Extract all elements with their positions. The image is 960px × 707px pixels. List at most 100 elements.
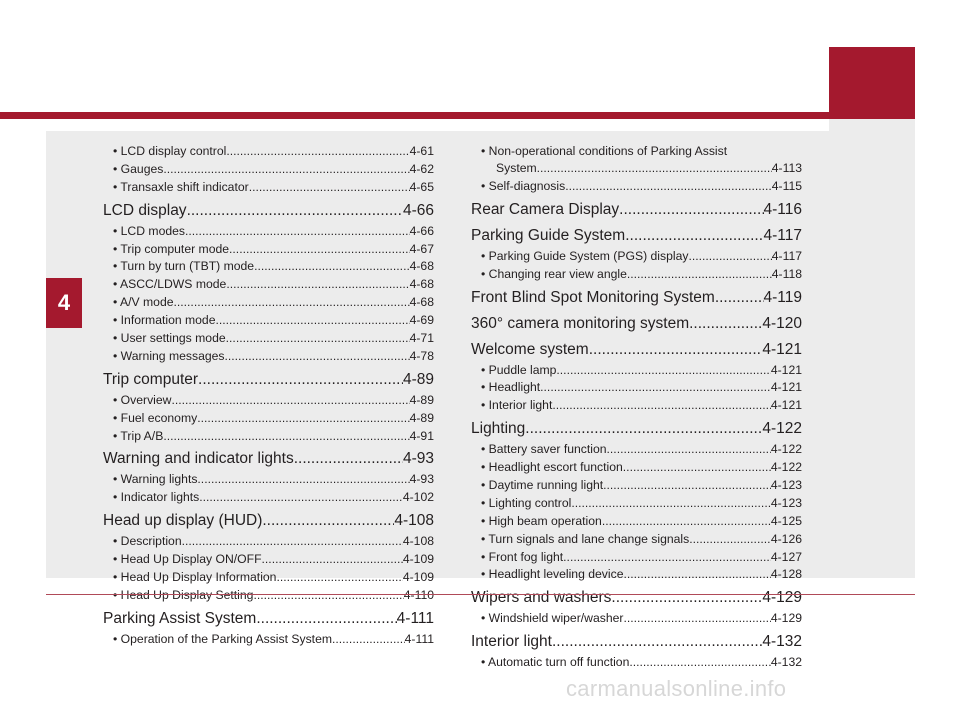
dot-leader [607,441,771,459]
toc-page-number: 4-69 [409,313,434,328]
dot-leader [174,294,410,312]
toc-entry-label: Parking Assist System [103,609,257,627]
toc-entry-label: • Self-diagnosis [481,178,566,193]
dot-leader [540,379,771,397]
toc-entry[interactable]: • Head Up Display ON/OFF 4-109 [103,551,434,569]
toc-entry[interactable]: • Self-diagnosis 4-115 [471,178,802,196]
toc-entry-label: 360° camera monitoring system [471,314,690,332]
dot-leader [276,569,402,587]
toc-entry[interactable]: • Transaxle shift indicator 4-65 [103,179,434,197]
dot-leader [688,248,771,266]
toc-entry[interactable]: • User settings mode 4-71 [103,330,434,348]
toc-entry[interactable]: • Warning messages 4-78 [103,348,434,366]
toc-page-number: 4-71 [409,331,434,346]
toc-page-number: 4-115 [771,178,802,193]
toc-entry[interactable]: • Daytime running light 4-123 [471,477,802,495]
toc-page-number: 4-78 [409,348,434,363]
dot-leader [623,610,770,628]
toc-entry[interactable]: • Non-operational conditions of Parking … [481,144,728,158]
dot-leader [253,587,403,605]
toc-section-entry[interactable]: Interior light 4-132 [471,629,802,654]
toc-entry[interactable]: • Battery saver function 4-122 [471,441,802,459]
toc-page-number: 4-127 [770,549,802,564]
toc-entry-label: Rear Camera Display [471,200,620,218]
toc-section-entry[interactable]: Parking Guide System 4-117 [471,223,802,248]
toc-entry[interactable]: • Automatic turn off function 4-132 [471,654,802,672]
toc-entry[interactable]: • ASCC/LDWS mode 4-68 [103,276,434,294]
toc-page-number: 4-126 [770,531,802,546]
toc-entry[interactable]: • Puddle lamp 4-121 [471,362,802,380]
toc-entry[interactable]: • Information mode 4-69 [103,312,434,330]
dot-leader [294,446,403,471]
toc-entry[interactable]: • Warning lights 4-93 [103,471,434,489]
toc-entry[interactable]: • Trip A/B 4-91 [103,428,434,446]
toc-page-number: 4-119 [763,288,803,306]
toc-section-entry[interactable]: Wipers and washers 4-129 [471,585,802,610]
toc-entry-label: Parking Guide System [471,226,626,244]
toc-entry[interactable]: • Head Up Display Setting 4-110 [103,587,434,605]
toc-section-entry[interactable]: Trip computer 4-89 [103,367,434,392]
toc-entry[interactable]: • LCD display control 4-61 [103,143,434,161]
toc-section-entry[interactable]: Lighting 4-122 [471,416,802,441]
toc-section-entry[interactable]: Head up display (HUD) 4-108 [103,508,434,533]
toc-section-entry[interactable]: 360° camera monitoring system 4-120 [471,311,802,336]
toc-page-number: 4-111 [404,631,434,646]
toc-entry[interactable]: • High beam operation 4-125 [471,513,802,531]
toc-entry[interactable]: • Fuel economy 4-89 [103,410,434,428]
dot-leader [589,337,763,362]
toc-entry[interactable]: • Windshield wiper/washer 4-129 [471,610,802,628]
toc-entry[interactable]: • Turn by turn (TBT) mode 4-68 [103,258,434,276]
toc-section-entry[interactable]: Welcome system 4-121 [471,337,802,362]
toc-entry[interactable]: • Headlight escort function 4-122 [471,459,802,477]
dot-leader [185,223,410,241]
toc-entry-label: • Operation of the Parking Assist System [113,631,332,646]
toc-entry[interactable]: • Front fog light 4-127 [471,549,802,567]
toc-entry[interactable]: • Parking Guide System (PGS) display 4-11… [471,248,802,266]
dot-leader [552,629,762,654]
dot-leader [225,348,410,366]
toc-section-entry[interactable]: Warning and indicator lights 4-93 [103,446,434,471]
toc-entry[interactable]: • Indicator lights 4-102 [103,489,434,507]
toc-entry[interactable]: • Operation of the Parking Assist System… [103,631,434,649]
toc-entry-label: LCD display [103,201,187,219]
toc-entry[interactable]: • Overview 4-89 [103,392,434,410]
toc-page-number: 4-132 [762,633,802,651]
dot-leader [198,367,403,392]
toc-entry[interactable]: • Interior light 4-121 [471,397,802,415]
toc-section-entry[interactable]: LCD display 4-66 [103,198,434,223]
toc-page-number: 4-108 [402,534,434,549]
dot-leader [552,397,771,415]
toc-page-number: 4-121 [770,362,802,377]
toc-page-number: 4-65 [409,179,434,194]
toc-entry[interactable]: System 4-113 [471,160,802,178]
toc-entry[interactable]: • Turn signals and lane change signals 4-… [471,531,802,549]
toc-entry-label: System [496,161,537,175]
toc-entry[interactable]: • Description 4-108 [103,533,434,551]
toc-section-entry[interactable]: Rear Camera Display 4-116 [471,197,802,222]
toc-entry[interactable]: • Changing rear view angle 4-118 [471,266,802,284]
toc-entry[interactable]: • LCD modes 4-66 [103,223,434,241]
toc-entry-label: • Head Up Display ON/OFF [113,552,262,567]
corner-gray-strip [829,119,915,131]
toc-entry[interactable]: • A/V mode 4-68 [103,294,434,312]
toc-entry-label: • Information mode [113,313,216,328]
toc-page-number: 4-68 [409,277,434,292]
dot-leader [197,471,409,489]
toc-entry[interactable]: • Trip computer mode 4-67 [103,241,434,259]
toc-entry-label: Welcome system [471,340,589,358]
toc-section-entry[interactable]: Front Blind Spot Monitoring System 4-119 [471,285,802,310]
toc-entry[interactable]: • Headlight leveling device 4-128 [471,566,802,584]
toc-entry[interactable]: • Head Up Display Information 4-109 [103,569,434,587]
dot-leader [623,566,770,584]
toc-entry[interactable]: • Lighting control 4-123 [471,495,802,513]
toc-page-number: 4-93 [409,472,434,487]
toc-section-entry[interactable]: Parking Assist System 4-111 [103,606,434,631]
toc-page-number: 4-128 [770,567,802,582]
toc-entry[interactable]: • Headlight 4-121 [471,379,802,397]
toc-entry-label: • Overview [113,392,172,407]
toc-entry-label: • Head Up Display Information [113,570,277,585]
dot-leader [182,533,403,551]
watermark: carmanualsonline.info [566,676,787,701]
toc-entry-label: • Parking Guide System (PGS) display [481,248,689,263]
toc-entry[interactable]: • Gauges 4-62 [103,161,434,179]
